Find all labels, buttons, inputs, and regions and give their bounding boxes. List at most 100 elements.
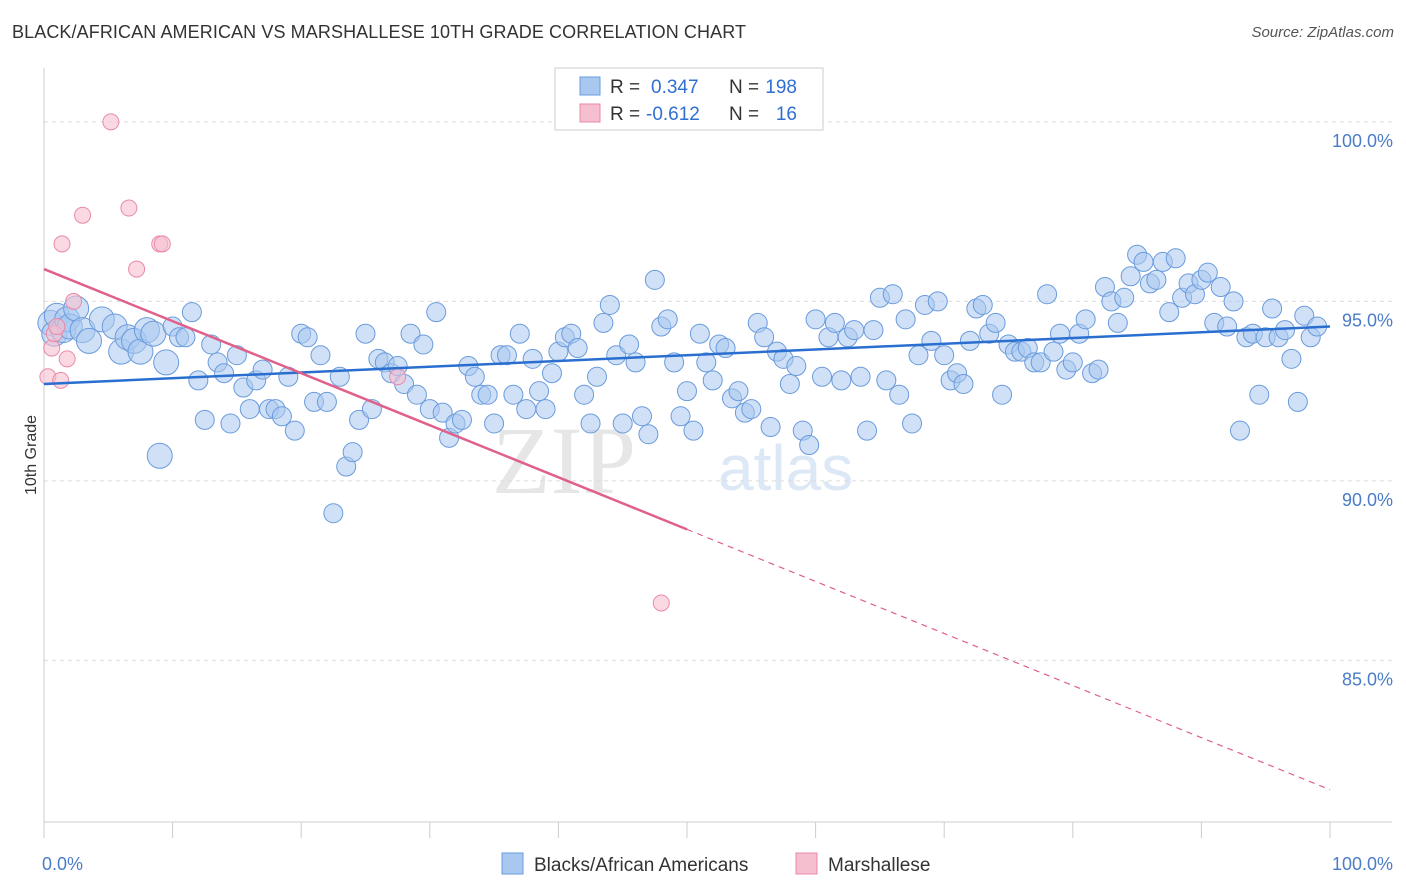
point-blacks-145 [972,294,993,315]
point-blacks-139 [934,345,955,366]
point-blacks-188 [1249,384,1270,405]
point-blacks-22 [181,302,202,323]
point-blacks-93 [638,424,659,445]
point-blacks-68 [477,384,498,405]
point-blacks-27 [214,363,235,384]
point-blacks-85 [586,366,607,387]
point-blacks-89 [612,413,633,434]
point-blacks-131 [882,284,903,305]
point-blacks-192 [1274,320,1295,341]
trend-line-marshallese-extension [686,528,1331,791]
point-marshallese-6 [58,350,76,368]
point-blacks-66 [464,366,485,387]
point-blacks-86 [593,312,614,333]
point-blacks-172 [1146,269,1167,290]
legend-n-value-blue: 198 [765,77,797,98]
legend-swatch-blue [579,76,601,96]
point-blacks-64 [451,409,472,430]
y-tick-label-2: 90.0% [1342,490,1393,510]
legend-r-label-blue: R = [610,77,640,98]
point-marshallese-9 [102,113,120,131]
point-blacks-74 [516,399,537,420]
point-blacks-118 [799,435,820,455]
point-blacks-159 [1062,352,1083,373]
bottom-legend-swatch-pink [795,852,818,875]
point-blacks-91 [625,352,646,373]
point-blacks-156 [1043,341,1064,362]
point-blacks-142 [953,373,974,394]
point-blacks-84 [580,413,601,434]
x-tick-label-min: 0.0% [42,854,83,874]
point-blacks-77 [535,399,556,420]
series-legend: Blacks/African Americans Marshallese [501,852,930,876]
point-marshallese-8 [74,206,92,224]
point-marshallese-3 [48,318,66,336]
point-blacks-17 [146,442,173,469]
point-marshallese-15 [652,594,670,612]
point-blacks-96 [657,309,678,330]
x-tick-label-max: 100.0% [1332,854,1393,874]
point-blacks-166 [1107,312,1128,333]
point-blacks-99 [677,381,697,402]
point-blacks-180 [1197,262,1218,283]
y-tick-label-1: 95.0% [1342,310,1393,330]
point-blacks-40 [297,327,318,348]
point-blacks-157 [1049,323,1070,344]
point-blacks-82 [567,338,588,359]
point-marshallese-14 [389,368,407,386]
point-blacks-107 [728,381,749,402]
point-blacks-38 [284,420,305,441]
point-blacks-143 [959,330,980,351]
legend-n-label-pink: N = [729,104,759,125]
point-blacks-168 [1120,266,1141,287]
point-blacks-102 [696,352,717,373]
point-blacks-112 [760,417,781,438]
y-axis-label: 10th Grade [23,415,40,495]
stats-legend: R = 0.347 N = 198 R = -0.612 N = 16 [554,67,824,131]
point-blacks-33 [252,359,273,380]
point-blacks-116 [786,356,807,377]
point-blacks-123 [831,370,852,391]
point-blacks-167 [1114,287,1135,308]
point-blacks-61 [432,402,453,423]
y-tick-labels: 100.0% 95.0% 90.0% 85.0% [1332,131,1393,690]
point-blacks-148 [992,384,1013,405]
chart-title: BLACK/AFRICAN AMERICAN VS MARSHALLESE 10… [12,22,747,42]
point-blacks-190 [1262,298,1283,319]
point-blacks-83 [574,384,595,405]
point-blacks-111 [754,327,775,348]
trend-lines [43,267,1331,791]
point-marshallese-5 [53,235,71,253]
bottom-legend-swatch-blue [501,852,524,875]
point-blacks-184 [1223,291,1244,312]
series-marshallese-points [39,113,670,612]
point-blacks-103 [702,370,723,391]
bottom-legend-label-pink: Marshallese [828,855,930,876]
point-blacks-43 [316,391,337,412]
point-marshallese-13 [153,235,171,253]
point-blacks-98 [670,406,691,427]
point-blacks-193 [1281,348,1302,369]
point-blacks-185 [1229,420,1250,441]
point-blacks-69 [484,413,505,434]
watermark-atlas: atlas [718,432,853,504]
point-blacks-183 [1217,316,1238,337]
point-blacks-73 [509,323,530,344]
point-blacks-36 [271,406,292,427]
bottom-legend-label-blue: Blacks/African Americans [534,855,748,876]
point-blacks-92 [631,406,652,427]
point-blacks-161 [1075,309,1096,330]
point-blacks-170 [1133,251,1154,272]
y-tick-label-3: 85.0% [1342,669,1393,689]
point-blacks-29 [226,345,247,366]
legend-r-label-pink: R = [610,104,640,125]
point-blacks-138 [927,291,948,312]
y-tick-label-0: 100.0% [1332,131,1393,151]
point-blacks-57 [406,384,427,405]
axes [43,68,1392,838]
point-blacks-18 [153,349,180,376]
point-blacks-56 [400,323,421,344]
point-blacks-58 [413,334,434,355]
point-blacks-195 [1294,305,1315,326]
